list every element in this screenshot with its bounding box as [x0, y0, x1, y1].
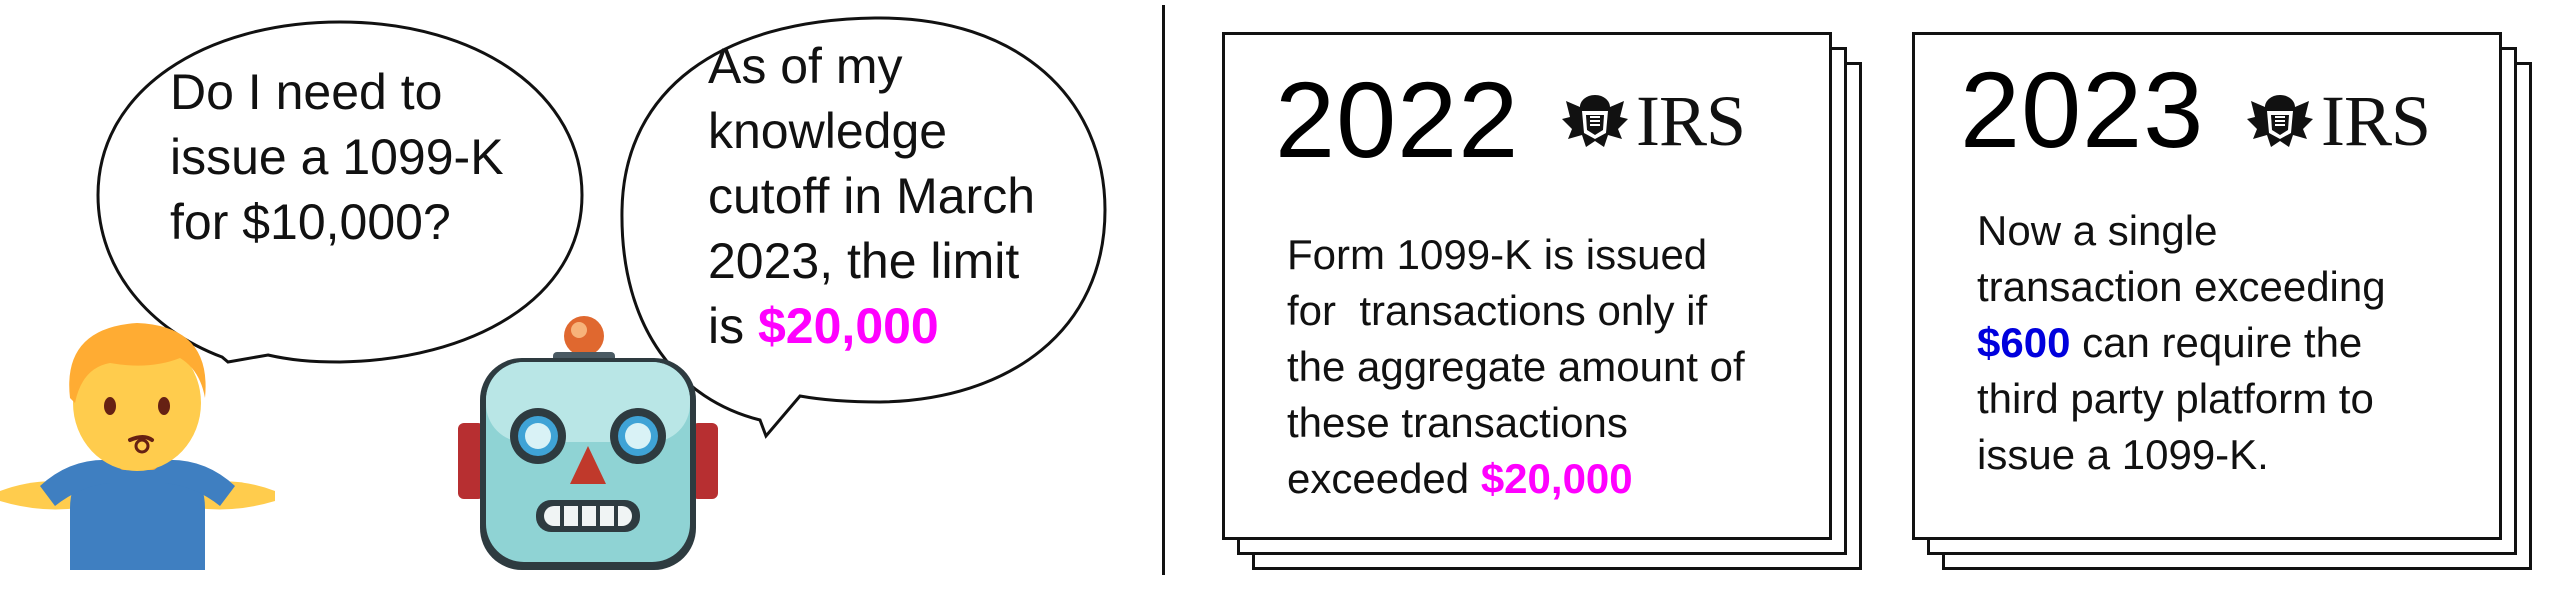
- answer-text: As of my knowledge cutoff in March 2023,…: [708, 34, 1128, 359]
- irs-logo-text: IRS: [2321, 81, 2431, 161]
- irs-eagle-logo-icon: [2247, 95, 2313, 147]
- card-line: third party platform to: [1977, 375, 2374, 422]
- question-line: for $10,000?: [170, 194, 451, 250]
- section-divider: [1162, 5, 1165, 575]
- card-line-prefix: exceeded: [1287, 455, 1481, 502]
- card-line: for transactions only if: [1287, 287, 1708, 334]
- answer-prefix: is: [708, 298, 758, 354]
- question-bubble: [96, 20, 584, 364]
- card-description: Now a single transaction exceeding $600 …: [1977, 203, 2386, 483]
- irs-eagle-logo-icon: [1562, 95, 1628, 147]
- card-line: Now a single: [1977, 207, 2218, 254]
- shrugging-person-icon: [0, 323, 275, 570]
- card-line-suffix: can require the: [2070, 319, 2363, 366]
- card-front-sheet: 2023 IRS Now a single transaction exceed…: [1912, 32, 2502, 540]
- speech-bubbles-layer: [96, 16, 1107, 439]
- irs-logo: IRS: [2245, 81, 2431, 161]
- answer-line: cutoff in March: [708, 168, 1036, 224]
- card-line: the aggregate amount of: [1287, 343, 1745, 390]
- card-line: transaction exceeding: [1977, 263, 2386, 310]
- card-highlight-amount: $20,000: [1480, 455, 1633, 502]
- answer-highlight-amount: $20,000: [758, 298, 939, 354]
- card-front-sheet: 2022 IRS Form 1099-K is issued for trans…: [1222, 32, 1832, 540]
- card-year: 2022: [1275, 59, 1520, 180]
- card-line-highlight: $600 can require the: [1977, 315, 2386, 371]
- answer-line: 2023, the limit: [708, 233, 1020, 289]
- irs-logo: IRS: [1560, 81, 1746, 161]
- answer-line-last: is $20,000: [708, 294, 1128, 359]
- question-line: issue a 1099-K: [170, 129, 504, 185]
- answer-bubble: [620, 16, 1107, 439]
- answer-line: As of my: [708, 38, 903, 94]
- card-year: 2023: [1960, 49, 2205, 170]
- question-line: Do I need to: [170, 64, 443, 120]
- card-highlight-amount: $600: [1977, 319, 2071, 366]
- card-line: Form 1099-K is issued: [1287, 231, 1708, 278]
- card-line: these transactions: [1287, 399, 1628, 446]
- card-line: issue a 1099-K.: [1977, 431, 2269, 478]
- answer-line: knowledge: [708, 103, 948, 159]
- card-description: Form 1099-K is issued for transactions o…: [1287, 227, 1745, 507]
- question-text: Do I need to issue a 1099-K for $10,000?: [170, 60, 550, 255]
- card-line-last: exceeded $20,000: [1287, 451, 1745, 507]
- irs-logo-text: IRS: [1636, 81, 1746, 161]
- robot-face-icon: [458, 316, 718, 570]
